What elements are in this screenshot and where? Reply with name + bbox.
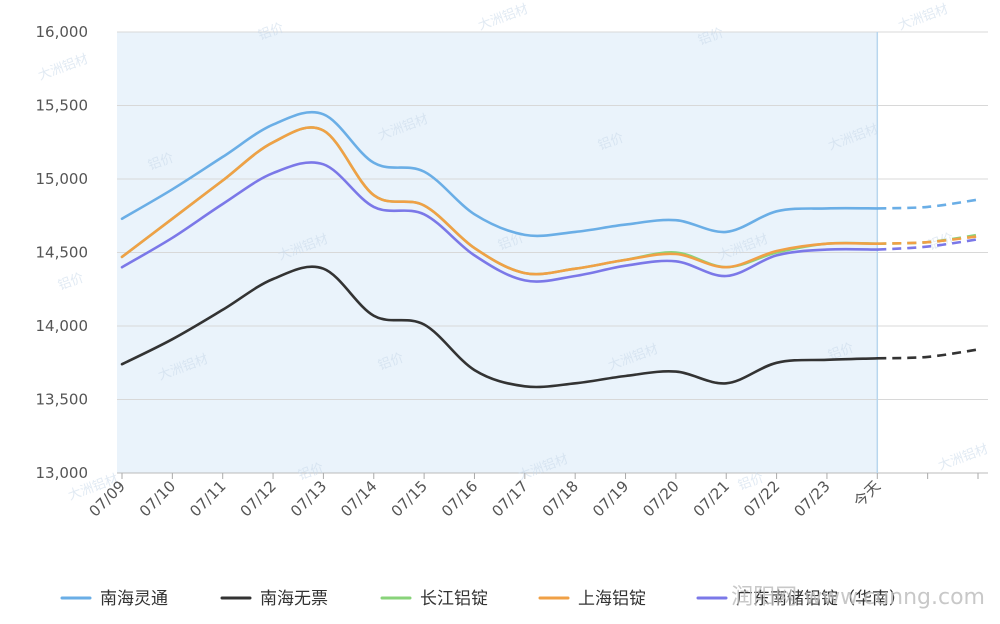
y-tick-label: 14,000 xyxy=(36,317,89,335)
legend-label: 长江铝锭 xyxy=(420,589,488,609)
corner-watermark: 润阳网 www.cunng.com xyxy=(731,585,985,610)
watermark-text: 大洲铝材 xyxy=(476,2,530,34)
legend-label: 上海铝锭 xyxy=(578,589,646,609)
x-tick-label: 07/14 xyxy=(337,477,380,520)
y-tick-label: 13,500 xyxy=(36,391,89,409)
x-tick-label: 07/10 xyxy=(136,477,179,520)
x-tick-label: 07/13 xyxy=(287,477,330,520)
series-0-line-actual xyxy=(120,110,879,238)
x-tick-label: 今天 xyxy=(850,477,884,511)
series-4-line-forecast xyxy=(877,238,979,251)
grid-lines xyxy=(117,31,988,474)
x-tick-label: 07/11 xyxy=(186,477,229,520)
series-1-line-actual xyxy=(120,265,879,389)
series-0-line-forecast xyxy=(877,198,979,210)
x-tick-label: 07/19 xyxy=(589,477,632,520)
y-tick-label: 13,000 xyxy=(36,464,89,482)
legend: 南海灵通 南海无票 长江铝锭 上海铝锭 广东南储铝锭（华南）润阳网 www.cunng.… xyxy=(60,585,985,610)
x-tick-label: 07/23 xyxy=(790,477,833,520)
watermark-text: 大洲铝材 xyxy=(936,442,990,474)
x-tick-label: 07/20 xyxy=(639,477,682,520)
series-3-line-actual xyxy=(120,126,879,276)
x-tick-label: 07/17 xyxy=(488,477,531,520)
series-1-line-forecast xyxy=(877,348,979,360)
x-tick-label: 07/12 xyxy=(237,477,280,520)
watermark-text: 大洲铝材 xyxy=(896,2,950,34)
watermark-text: 铝价 xyxy=(56,271,86,294)
x-tick-label: 07/15 xyxy=(388,477,431,520)
y-tick-label: 16,000 xyxy=(36,23,89,41)
y-tick-label: 15,500 xyxy=(36,97,89,115)
series-4-line-actual xyxy=(120,161,879,283)
legend-label: 南海无票 xyxy=(260,589,328,609)
series-3-line-forecast xyxy=(877,235,979,245)
x-tick-label: 07/21 xyxy=(690,477,733,520)
watermark-text: 大洲铝材 xyxy=(36,52,90,84)
y-tick-label: 15,000 xyxy=(36,170,89,188)
legend-label: 南海灵通 xyxy=(100,589,168,609)
y-tick-label: 14,500 xyxy=(36,244,89,262)
x-tick-label: 07/18 xyxy=(539,477,582,520)
legend-label: 广东南储铝锭（华南） xyxy=(736,589,906,609)
x-tick-label: 07/16 xyxy=(438,477,481,520)
series-lines xyxy=(120,110,979,389)
